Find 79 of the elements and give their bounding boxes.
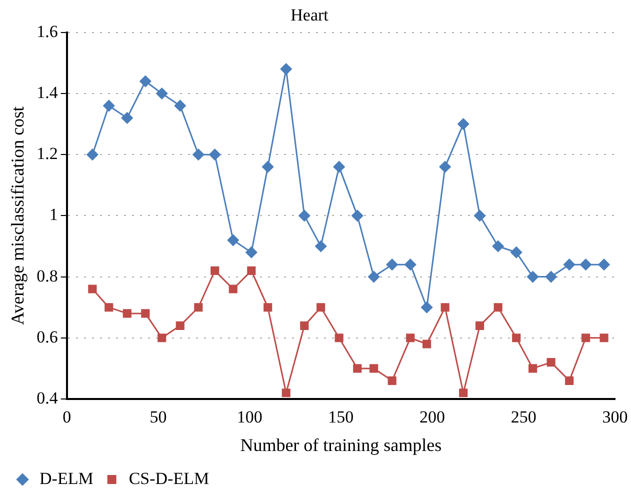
point: [156, 88, 168, 100]
y-tick-label: 1: [49, 205, 58, 224]
x-tick-label: 100: [236, 408, 262, 427]
point: [315, 240, 327, 252]
point: [227, 234, 239, 246]
point: [247, 266, 256, 275]
point: [600, 334, 608, 342]
y-tick-label: 1.2: [36, 144, 58, 164]
point: [334, 334, 344, 342]
x-tick-label: 50: [150, 408, 167, 427]
point: [88, 284, 97, 294]
legend-label: D-ELM: [40, 468, 94, 488]
point: [388, 376, 396, 385]
point: [527, 271, 539, 283]
point: [353, 364, 362, 373]
point: [104, 303, 114, 312]
x-tick-label: 0: [62, 408, 72, 427]
y-tick-label: 1.6: [36, 22, 58, 41]
point: [368, 271, 380, 283]
y-tick-label: 0.8: [36, 266, 58, 286]
x-tick-label: 250: [510, 408, 536, 427]
point: [512, 334, 521, 342]
point: [404, 258, 416, 270]
point: [298, 210, 310, 222]
point: [194, 303, 203, 312]
point: [140, 76, 152, 88]
point: [300, 321, 309, 330]
point: [492, 240, 504, 252]
point: [474, 210, 486, 222]
point: [103, 100, 115, 112]
point: [262, 161, 274, 173]
point: [316, 303, 326, 312]
point: [546, 358, 556, 367]
point: [545, 271, 557, 283]
point: [598, 258, 610, 270]
point: [458, 118, 470, 130]
y-tick-label: 1.4: [36, 82, 58, 102]
x-tick-label: 150: [328, 408, 354, 427]
point: [176, 321, 184, 330]
point: [528, 364, 538, 373]
y-axis-title: Average misclassification cost: [8, 106, 28, 325]
point: [476, 321, 484, 330]
point: [459, 388, 468, 398]
point: [580, 258, 592, 270]
legend-label: CS-D-ELM: [128, 468, 210, 488]
point: [440, 303, 450, 312]
x-tick-label: 300: [602, 408, 628, 427]
point: [141, 309, 150, 318]
point: [406, 334, 415, 342]
point: [121, 112, 133, 124]
point: [158, 334, 166, 342]
point: [174, 100, 186, 112]
point: [564, 258, 576, 270]
y-tick-label: 0.4: [36, 388, 58, 408]
point: [421, 302, 433, 314]
point: [581, 334, 590, 342]
point: [282, 388, 290, 398]
point: [422, 340, 432, 348]
point: [352, 210, 364, 222]
point: [386, 258, 398, 270]
point: [228, 284, 238, 294]
chart-title: Heart: [290, 6, 329, 25]
point: [210, 266, 220, 275]
point: [86, 148, 98, 160]
point: [122, 309, 132, 318]
point: [246, 246, 258, 258]
point: [565, 376, 574, 385]
point: [209, 148, 221, 160]
y-tick-label: 0.6: [36, 327, 58, 346]
point: [264, 303, 272, 312]
x-axis-title: Number of training samples: [240, 434, 442, 455]
point: [333, 161, 345, 173]
point: [439, 161, 451, 173]
point: [192, 148, 204, 160]
point: [370, 364, 378, 373]
x-tick-label: 200: [420, 408, 446, 427]
point: [494, 303, 502, 312]
point: [280, 63, 292, 75]
point: [510, 246, 522, 258]
